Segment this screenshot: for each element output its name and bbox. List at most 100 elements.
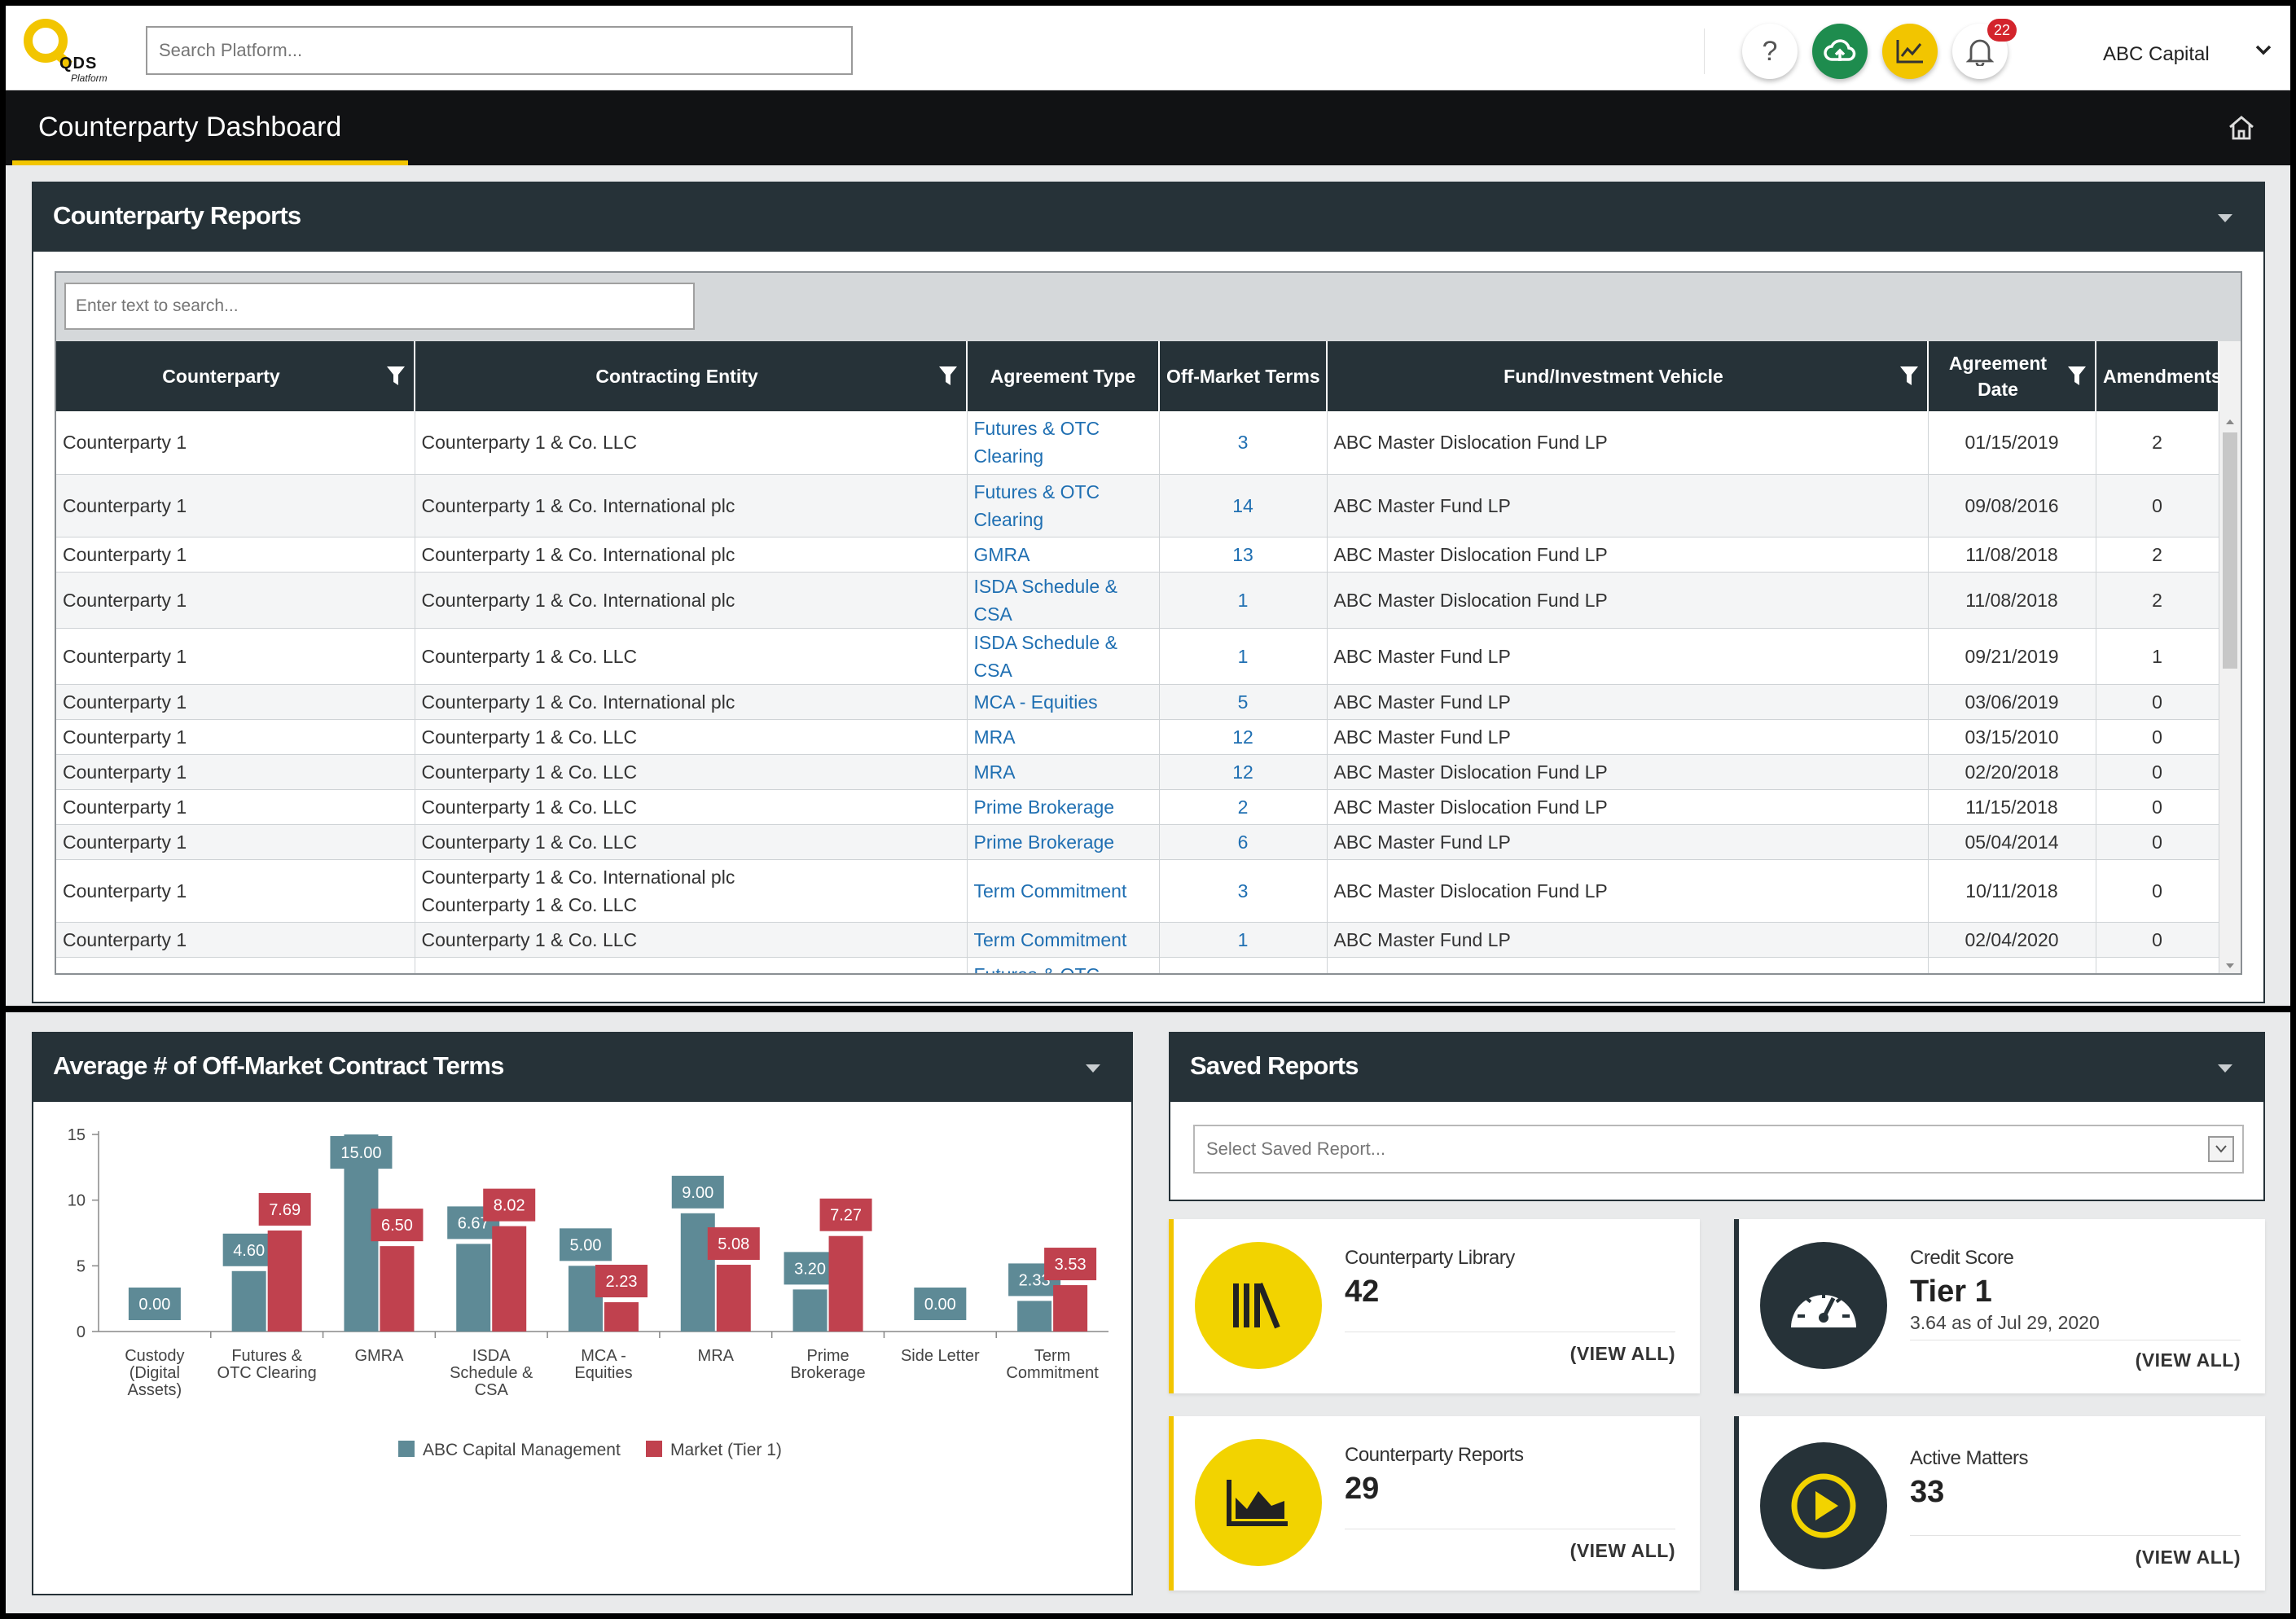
column-header-contracting-entity[interactable]: Contracting Entity — [415, 341, 968, 411]
cell-text[interactable]: Futures & OTC Clearing — [973, 418, 1100, 467]
cell-text[interactable]: MCA - Equities — [973, 691, 1098, 713]
column-header-fund[interactable]: Fund/Investment Vehicle — [1327, 341, 1929, 411]
collapse-caret-icon[interactable] — [2218, 1064, 2232, 1073]
table-row[interactable]: Counterparty 1 Counterparty 1 & Co. Inter… — [56, 537, 2219, 573]
filter-icon[interactable] — [386, 366, 406, 387]
platform-search-input[interactable] — [146, 26, 853, 75]
filter-icon[interactable] — [938, 366, 958, 387]
table-row[interactable]: Counterparty 1 Counterparty 1 & Co. LLC IS… — [56, 628, 2219, 685]
cell-agreement-type-link[interactable]: MCA - Equities — [967, 684, 1160, 720]
cell-agreement-type-link[interactable]: ISDA Schedule & CSA — [967, 628, 1160, 685]
cell-text[interactable]: Term Commitment — [973, 928, 1127, 950]
cell-text[interactable]: Futures & OTC Clearing — [973, 963, 1100, 975]
active-matters-card[interactable]: Active Matters 33 (VIEW ALL) — [1734, 1416, 2265, 1590]
table-row[interactable]: Counterparty 1 Counterparty 1 & Co. LLC MR… — [56, 719, 2219, 755]
cell-text[interactable]: Prime Brokerage — [973, 796, 1115, 818]
column-header-counterparty[interactable]: Counterparty — [56, 341, 415, 411]
cell-off-market-terms-link[interactable]: 12 — [1159, 719, 1328, 755]
column-header-off-market-terms[interactable]: Off-Market Terms — [1159, 341, 1328, 411]
cell-text[interactable]: 3 — [1237, 432, 1249, 454]
cell-off-market-terms-link[interactable]: 1 — [1159, 628, 1328, 685]
cell-text[interactable]: 13 — [1232, 543, 1253, 565]
cell-agreement-type-link[interactable]: Futures & OTC Clearing — [967, 411, 1160, 475]
counterparty-reports-card[interactable]: Counterparty Reports 29 (VIEW ALL) — [1169, 1416, 1700, 1590]
column-header-agreement-date[interactable]: Agreement Date — [1928, 341, 2096, 411]
cell-agreement-type-link[interactable]: Futures & OTC Clearing — [967, 474, 1160, 537]
cell-off-market-terms-link[interactable]: 13 — [1159, 537, 1328, 573]
cell-text[interactable]: Prime Brokerage — [973, 831, 1115, 853]
cell-agreement-type-link[interactable]: Term Commitment — [967, 859, 1160, 923]
cell-text[interactable]: 14 — [1232, 494, 1253, 516]
cell-text[interactable]: 1 — [1237, 645, 1249, 667]
cell-text[interactable]: 2 — [1237, 796, 1249, 818]
cell-agreement-type-link[interactable]: GMRA — [967, 537, 1160, 573]
cell-text[interactable]: ISDA Schedule & CSA — [973, 575, 1117, 625]
home-icon[interactable] — [2228, 115, 2255, 141]
credit-score-card[interactable]: Credit Score Tier 1 3.64 as of Jul 29, 2… — [1734, 1219, 2265, 1393]
cell-text[interactable]: Term Commitment — [973, 880, 1127, 902]
cell-off-market-terms-link[interactable]: 6 — [1159, 824, 1328, 860]
cell-agreement-type-link[interactable]: Prime Brokerage — [967, 789, 1160, 825]
upload-button[interactable] — [1812, 24, 1868, 79]
column-header-amendments[interactable]: Amendments — [2096, 341, 2219, 411]
counterparty-library-card[interactable]: Counterparty Library 42 (VIEW ALL) — [1169, 1219, 1700, 1393]
table-row[interactable]: Counterparty 1 Counterparty 1 & Co. Inter… — [56, 572, 2219, 629]
view-all-link[interactable]: (VIEW ALL) — [1569, 1540, 1675, 1561]
cell-off-market-terms-link[interactable]: 3 — [1159, 859, 1328, 923]
cell-text[interactable]: 6 — [1237, 831, 1249, 853]
table-row[interactable]: Counterparty 1 Counterparty 1 & Co. Inter… — [56, 859, 2219, 923]
dropdown-arrow[interactable] — [2208, 1136, 2234, 1162]
table-row[interactable]: Counterparty 1 Counterparty 1 & Co. LLC MR… — [56, 754, 2219, 790]
cell-off-market-terms-link[interactable]: 3 — [1159, 411, 1328, 475]
cell-text[interactable]: 3 — [1237, 880, 1249, 902]
cell-text[interactable]: GMRA — [973, 543, 1030, 565]
cell-text[interactable]: 1 — [1237, 928, 1249, 950]
cell-agreement-type-link[interactable]: ISDA Schedule & CSA — [967, 572, 1160, 629]
view-all-link[interactable]: (VIEW ALL) — [2135, 1349, 2241, 1371]
cell-text[interactable]: 12 — [1232, 761, 1253, 783]
collapse-caret-icon[interactable] — [1086, 1064, 1100, 1073]
table-row[interactable]: Counterparty 1 Counterparty 1 & Co. LLC Pr… — [56, 789, 2219, 825]
cell-off-market-terms-link[interactable]: 5 — [1159, 684, 1328, 720]
filter-icon[interactable] — [1899, 366, 1919, 387]
cell-text[interactable]: MRA — [973, 726, 1016, 748]
collapse-caret-icon[interactable] — [2218, 214, 2232, 222]
cell-off-market-terms-link[interactable]: 1 — [1159, 922, 1328, 958]
cell-text[interactable]: MRA — [973, 761, 1016, 783]
cell-off-market-terms-link[interactable]: 2 — [1159, 789, 1328, 825]
cell-text[interactable]: 5 — [1237, 691, 1249, 713]
cell-agreement-type-link[interactable]: Term Commitment — [967, 922, 1160, 958]
cell-agreement-type-link[interactable]: MRA — [967, 754, 1160, 790]
table-row[interactable]: Counterparty 1 Counterparty 1 & Co. Inter… — [56, 684, 2219, 720]
table-row[interactable]: Counterparty 1 Counterparty 1 & Co. LLC Pr… — [56, 824, 2219, 860]
grid-search-input[interactable] — [64, 283, 695, 330]
cell-off-market-terms-link[interactable]: 12 — [1159, 754, 1328, 790]
cell-agreement-type-link[interactable]: Futures & OTC Clearing — [967, 957, 1160, 975]
account-name[interactable]: ABC Capital — [2103, 43, 2210, 65]
cell-text[interactable]: Futures & OTC Clearing — [973, 480, 1100, 530]
saved-report-select[interactable]: Select Saved Report... — [1193, 1125, 2244, 1174]
view-all-link[interactable]: (VIEW ALL) — [1569, 1343, 1675, 1364]
view-all-link[interactable]: (VIEW ALL) — [2135, 1547, 2241, 1568]
column-header-agreement-type[interactable]: Agreement Type — [967, 341, 1160, 411]
grid-scrollbar[interactable] — [2219, 341, 2241, 973]
analytics-button[interactable] — [1882, 24, 1938, 79]
filter-icon[interactable] — [2067, 366, 2087, 387]
cell-agreement-type-link[interactable]: MRA — [967, 719, 1160, 755]
cell-off-market-terms-link[interactable]: 14 — [1159, 474, 1328, 537]
chevron-down-icon[interactable] — [2255, 45, 2272, 56]
cell-text[interactable]: ISDA Schedule & CSA — [973, 631, 1117, 681]
scrollbar-thumb[interactable] — [2223, 432, 2237, 669]
scroll-up-icon[interactable] — [2226, 419, 2234, 424]
cell-text[interactable]: 12 — [1232, 726, 1253, 748]
table-row[interactable]: Counterparty 1 Counterparty 1 & Co. LLC Fu… — [56, 411, 2219, 475]
cell-agreement-type-link[interactable]: Prime Brokerage — [967, 824, 1160, 860]
qds-logo[interactable]: QDS Platform — [24, 19, 113, 84]
cell-text[interactable]: 1 — [1237, 589, 1249, 611]
table-row[interactable]: Counterparty 1 Counterparty 1 & Co. LLC Te… — [56, 922, 2219, 958]
help-button[interactable]: ? — [1742, 24, 1798, 79]
scroll-down-icon[interactable] — [2226, 963, 2234, 968]
cell-off-market-terms-link[interactable]: 1 — [1159, 572, 1328, 629]
table-row[interactable]: Counterparty 1 Counterparty 1 & Co. Inter… — [56, 474, 2219, 537]
